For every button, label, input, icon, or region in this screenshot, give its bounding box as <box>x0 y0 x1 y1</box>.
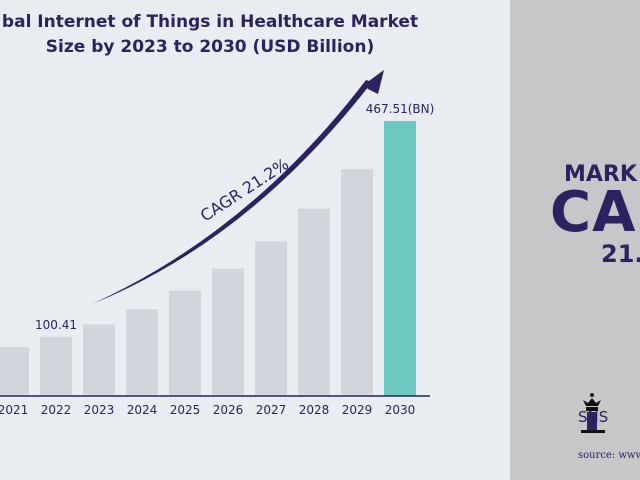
x-tick-label: 2023 <box>84 403 115 417</box>
x-tick-label: 2026 <box>213 403 244 417</box>
x-tick-label: 2021 <box>0 403 28 417</box>
data-label: 100.41 <box>35 318 77 332</box>
chart-title: bal Internet of Things in Healthcare Mar… <box>0 10 460 60</box>
x-tick-label: 2029 <box>342 403 373 417</box>
x-tick-label: 2027 <box>256 403 287 417</box>
source-text: source: www <box>578 450 640 461</box>
x-tick-label: 2030 <box>385 403 416 417</box>
bar-chart: 2021 2022 100.41 2023 2024 2025 2026 2027 2028 20… <box>0 70 435 417</box>
market-label: MARK <box>564 162 637 187</box>
bar-2023 <box>83 324 115 396</box>
bar-2028 <box>298 208 330 396</box>
cagr-rate: 21.2 <box>601 240 640 268</box>
bar-2024 <box>126 309 158 396</box>
data-label: 467.51(BN) <box>366 102 435 116</box>
bar-2021 <box>0 347 29 396</box>
x-tick-label: 2024 <box>127 403 158 417</box>
bar-2026 <box>212 268 244 396</box>
arrow-head-icon <box>362 70 384 94</box>
x-tick-label: 2028 <box>299 403 330 417</box>
bar-2025 <box>169 290 201 396</box>
bar-2027 <box>255 241 287 396</box>
title-line-1: bal Internet of Things in Healthcare Mar… <box>1 12 419 32</box>
title-line-2: Size by 2023 to 2030 (USD Billion) <box>45 37 375 57</box>
brand-name: SNS <box>578 408 609 426</box>
bar-2022 <box>40 336 72 396</box>
bar-2030 <box>384 121 416 396</box>
side-panel: MARK CA 21.2 SNS source: www <box>510 0 640 480</box>
cagr-label: CA <box>550 180 637 245</box>
chess-rook-logo-icon <box>581 393 605 433</box>
x-tick-label: 2025 <box>170 403 201 417</box>
x-tick-label: 2022 <box>41 403 72 417</box>
bar-2029 <box>341 169 373 396</box>
cagr-annotation: CAGR 21.2% <box>197 154 292 225</box>
